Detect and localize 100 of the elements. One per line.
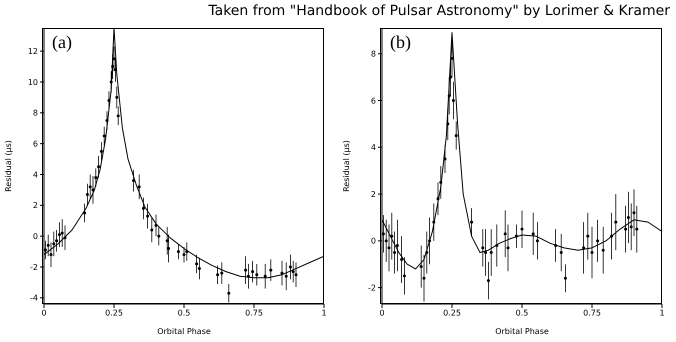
point [624, 228, 628, 231]
x-tick-label: 1 [321, 308, 327, 318]
y-tick-label: 10 [28, 78, 38, 87]
y-tick-label: 12 [28, 46, 38, 56]
point [632, 211, 636, 214]
point [436, 197, 440, 200]
point [132, 179, 136, 182]
y-tick-label: 4 [32, 170, 38, 180]
point [393, 251, 396, 254]
x-tick-label: 0.25 [105, 308, 123, 318]
x-tick-label: 0 [41, 308, 47, 318]
point [422, 276, 426, 280]
point [506, 246, 510, 250]
chart-title: (b) [390, 32, 411, 53]
point [195, 262, 198, 266]
point [112, 57, 116, 60]
point [255, 273, 258, 276]
x-axis-title: Orbital Phase [157, 327, 211, 336]
point [166, 239, 169, 242]
y-tick-label: 8 [32, 108, 38, 118]
point [106, 119, 108, 122]
point [448, 94, 451, 98]
point [425, 251, 428, 254]
y-tick-label: 6 [32, 139, 38, 148]
point [596, 239, 600, 242]
point [146, 214, 150, 218]
point [449, 76, 452, 79]
point [94, 176, 98, 180]
point [92, 188, 94, 192]
point [514, 234, 518, 238]
point [46, 244, 50, 247]
point [396, 244, 399, 248]
y-tick-label: 2 [32, 201, 38, 210]
point [486, 279, 490, 282]
point [88, 185, 92, 188]
y-tick-label: 8 [370, 50, 376, 59]
point [216, 273, 220, 276]
x-tick-label: 0.5 [516, 308, 528, 318]
point [532, 232, 535, 236]
point [115, 96, 118, 99]
point [582, 246, 586, 250]
point [64, 236, 66, 240]
x-tick-label: 1 [659, 308, 665, 318]
point [560, 251, 563, 254]
y-axis-title: Residual (μs) [4, 140, 13, 192]
x-tick-label: 0.75 [245, 308, 263, 318]
point [107, 98, 110, 102]
point [288, 266, 292, 268]
point [294, 273, 298, 276]
point [450, 56, 454, 60]
point [100, 150, 103, 153]
y-tick-label: -2 [368, 283, 376, 292]
x-axis-title: Orbital Phase [495, 327, 549, 336]
point [280, 272, 284, 275]
point [390, 234, 394, 238]
x-tick-label: 0 [379, 308, 385, 318]
point [111, 65, 114, 68]
y-tick-label: 2 [370, 190, 376, 199]
x-tick-label: 0.25 [443, 308, 461, 318]
point [198, 267, 201, 270]
point [185, 250, 188, 254]
point [495, 244, 498, 248]
point [176, 250, 180, 254]
point [402, 274, 406, 278]
point [590, 251, 594, 254]
text: Taken from "Handbook of Pulsar Astronomy" by Lorimer & Kramer [208, 3, 670, 19]
point [432, 220, 436, 224]
y-tick-label: 6 [370, 96, 376, 106]
point [520, 228, 524, 231]
point [564, 276, 567, 280]
point [116, 114, 120, 118]
point [227, 292, 230, 295]
point [610, 234, 614, 238]
point [400, 258, 404, 262]
point [481, 246, 484, 250]
point [614, 220, 618, 224]
point [554, 244, 558, 248]
point [154, 224, 158, 227]
point [150, 228, 154, 232]
point [454, 134, 458, 138]
x-tick-label: 0.5 [178, 308, 190, 318]
y-tick-label: -4 [30, 294, 38, 303]
point [97, 165, 100, 168]
point [55, 239, 58, 242]
point [138, 185, 141, 188]
x-tick-label: 0.75 [583, 308, 601, 318]
point [470, 220, 474, 224]
point [284, 274, 288, 278]
point [83, 212, 86, 215]
point [504, 232, 507, 236]
point [439, 180, 442, 184]
point [630, 225, 633, 228]
y-tick-label: 0 [370, 236, 376, 246]
point [428, 239, 432, 242]
point [602, 248, 605, 252]
point [264, 274, 267, 278]
y-tick-label: 4 [370, 143, 376, 152]
y-axis-title: Residual (μs) [342, 140, 351, 192]
y-tick-label: -2 [30, 262, 38, 272]
chart-title: (a) [52, 32, 72, 53]
